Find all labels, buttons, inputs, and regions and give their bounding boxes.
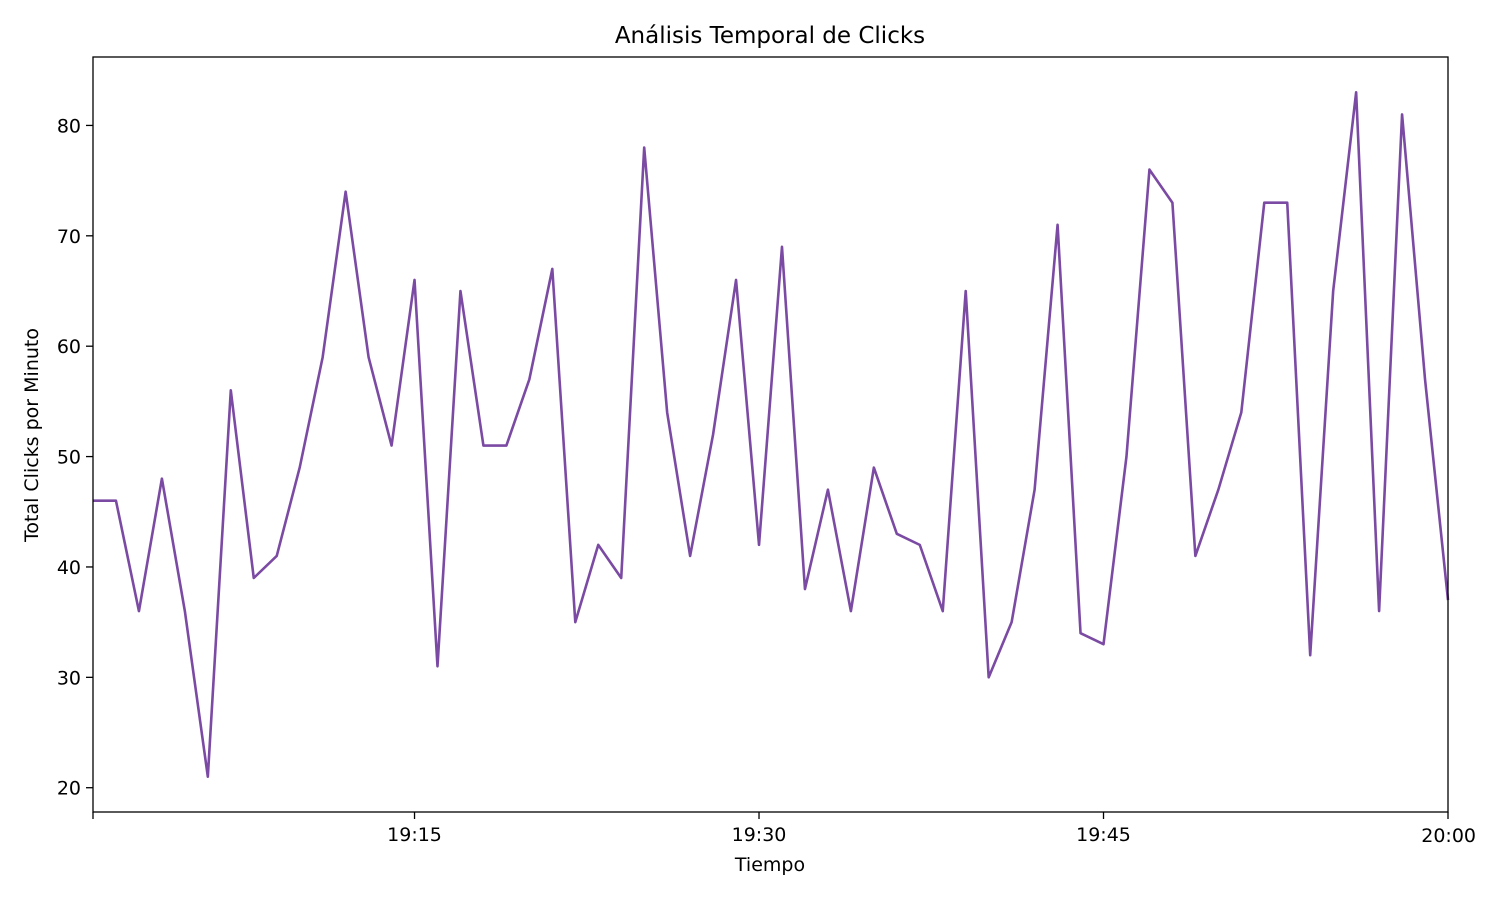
y-tick-label: 50 <box>57 447 81 469</box>
y-tick-label: 40 <box>57 557 81 579</box>
x-tick-label: 19:15 <box>387 824 442 846</box>
y-tick-label: 70 <box>57 226 81 248</box>
y-tick-label: 60 <box>57 336 81 358</box>
y-axis: 20 30 40 50 60 70 80 <box>57 115 93 800</box>
x-tick-label: 19:30 <box>732 824 787 846</box>
y-tick-label: 20 <box>57 778 81 800</box>
x-tick-label: 20:00 <box>1421 825 1476 847</box>
x-axis: 19:15 19:30 19:45 20:00 <box>92 812 1476 847</box>
y-axis-title: Total Clicks por Minuto <box>21 328 43 543</box>
chart-title: Análisis Temporal de Clicks <box>615 23 925 49</box>
plot-frame <box>92 56 1449 813</box>
y-tick-label: 80 <box>57 115 81 137</box>
plot-area <box>93 91 1450 778</box>
x-tick-label: 19:45 <box>1076 824 1131 846</box>
series-line-0 <box>93 91 1450 778</box>
x-axis-title: Tiempo <box>734 854 805 876</box>
y-tick-label: 30 <box>57 667 81 689</box>
